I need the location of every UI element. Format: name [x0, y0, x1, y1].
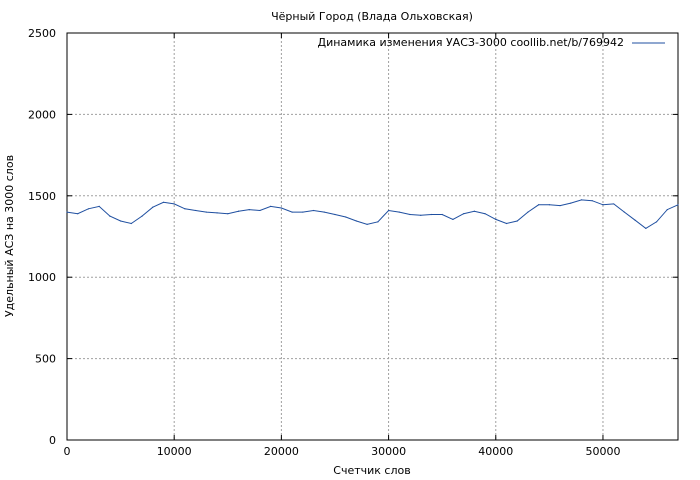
data-point — [538, 204, 540, 206]
data-point — [98, 205, 100, 207]
data-point — [559, 204, 561, 207]
data-point — [613, 203, 615, 205]
data-point — [162, 201, 165, 203]
data-point — [677, 204, 679, 206]
data-point — [270, 205, 272, 207]
legend-label: Динамика изменения УАСЗ-3000 coollib.net… — [318, 36, 625, 49]
chart-title: Чёрный Город (Влада Ольховская) — [271, 10, 473, 23]
data-point — [173, 203, 175, 205]
y-tick-label: 1000 — [28, 271, 56, 284]
data-point — [548, 204, 550, 206]
data-point — [195, 209, 197, 212]
data-point — [141, 215, 143, 217]
plot-frame — [66, 32, 679, 441]
data-point — [495, 218, 497, 221]
data-point — [602, 204, 604, 206]
y-tick-label: 500 — [35, 353, 56, 366]
data-point — [591, 200, 593, 202]
y-tick-label: 1500 — [28, 190, 56, 203]
data-point — [655, 221, 658, 223]
data-point — [237, 210, 240, 212]
data-point — [623, 211, 626, 213]
data-point — [505, 222, 508, 225]
data-point — [227, 213, 229, 215]
x-tick-label: 40000 — [478, 445, 513, 458]
data-point — [259, 209, 261, 212]
data-point — [516, 220, 518, 222]
data-point — [302, 211, 304, 213]
data-point — [323, 211, 325, 213]
data-point — [420, 214, 422, 216]
data-point — [634, 219, 636, 221]
data-point — [387, 209, 390, 212]
data-point — [645, 227, 647, 229]
data-point — [248, 209, 250, 211]
data-point — [291, 211, 293, 213]
data-point — [355, 220, 358, 222]
data-point — [130, 222, 132, 225]
data-point — [473, 210, 475, 212]
data-point — [452, 218, 454, 221]
series-points — [66, 199, 679, 229]
data-point — [205, 211, 207, 213]
data-point — [409, 213, 411, 216]
data-point — [570, 202, 572, 204]
x-tick-label: 30000 — [371, 445, 406, 458]
data-point — [184, 208, 186, 210]
data-point — [216, 212, 218, 214]
data-point — [463, 213, 465, 215]
data-point — [580, 199, 583, 201]
data-point — [312, 209, 315, 212]
x-tick-label: 10000 — [157, 445, 192, 458]
y-tick-label: 0 — [49, 434, 56, 447]
data-point — [430, 213, 433, 216]
y-tick-label: 2500 — [28, 27, 56, 40]
data-point — [666, 209, 668, 211]
data-point — [152, 206, 154, 208]
data-point — [366, 223, 368, 225]
data-point — [119, 220, 122, 222]
axis-ticks: 0 10000 20000 30000 40000 50000 0 500 1000 1500 20… — [28, 27, 678, 458]
data-point — [527, 211, 529, 213]
data-point — [398, 211, 400, 213]
data-point — [334, 213, 336, 216]
data-point — [280, 207, 282, 209]
x-tick-label: 0 — [64, 445, 71, 458]
x-tick-label: 20000 — [264, 445, 299, 458]
series-line — [66, 199, 679, 230]
legend: Динамика изменения УАСЗ-3000 coollib.net… — [318, 36, 665, 49]
data-point — [484, 213, 486, 215]
data-point — [87, 208, 90, 210]
data-point — [345, 216, 347, 218]
data-point — [441, 213, 443, 216]
data-point — [109, 215, 111, 217]
data-point — [377, 221, 379, 223]
data-point — [77, 213, 79, 215]
data-point — [66, 211, 68, 213]
x-axis-label: Счетчик слов — [333, 464, 410, 477]
y-axis-label: Удельный АСЗ на 3000 слов — [3, 155, 16, 317]
y-tick-label: 2000 — [28, 108, 56, 121]
x-tick-label: 50000 — [585, 445, 620, 458]
grid-lines — [67, 33, 678, 440]
